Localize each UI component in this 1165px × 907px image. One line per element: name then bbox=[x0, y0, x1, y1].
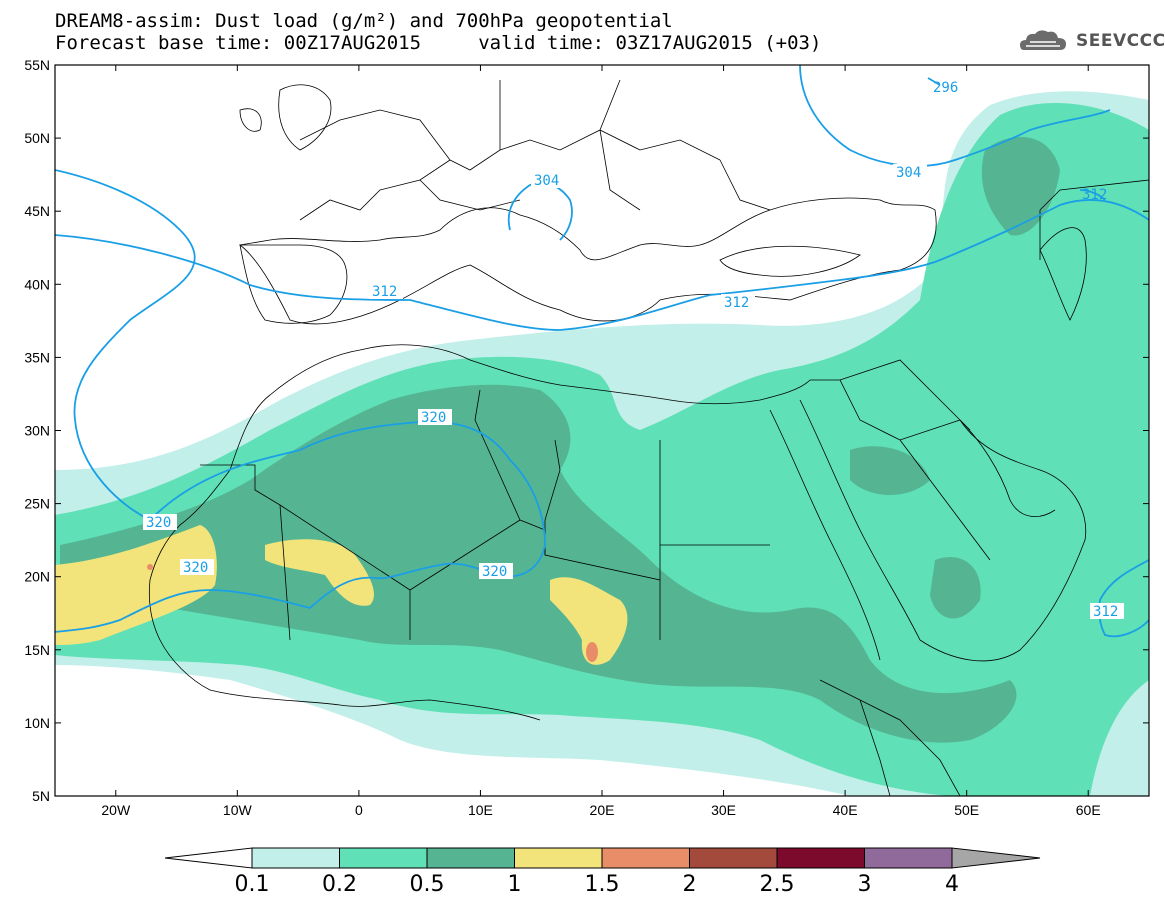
dust-level-1-west bbox=[55, 525, 217, 645]
dust-level-1-sahara bbox=[265, 539, 375, 606]
map-title: DREAM8-assim: Dust load (g/m²) and 700hP… bbox=[55, 10, 673, 32]
colorbar-label: 2.5 bbox=[760, 872, 795, 897]
colorbar-swatch bbox=[426, 847, 515, 869]
dust-level-0.5 bbox=[60, 384, 1017, 743]
lon-tick-label: 30E bbox=[711, 802, 736, 818]
contour-label-296: 296 bbox=[933, 80, 958, 96]
contour-label-312-east: 312 bbox=[1093, 604, 1118, 620]
colorbar-swatch bbox=[339, 847, 428, 869]
forecast-time-subtitle: Forecast base time: 00Z17AUG2015 valid t… bbox=[55, 32, 822, 54]
lat-tick-label: 25N bbox=[24, 496, 50, 512]
contour-label-312-west: 312 bbox=[372, 284, 397, 300]
colorbar-swatch bbox=[864, 847, 953, 869]
lat-tick-label: 5N bbox=[32, 788, 50, 804]
arabian-coast bbox=[919, 419, 1087, 662]
dust-level-0.5-east bbox=[981, 136, 1060, 236]
lat-tick-label: 35N bbox=[24, 349, 50, 365]
contour-296 bbox=[927, 77, 941, 86]
caspian-sea bbox=[1039, 227, 1087, 321]
contour-312-west bbox=[55, 199, 1149, 331]
coastline-europe bbox=[239, 197, 937, 325]
colorbar-label: 1 bbox=[508, 872, 522, 897]
dust-level-1.5-spot bbox=[586, 642, 598, 662]
black-sea bbox=[719, 245, 861, 277]
latitude-ticks: 55N 50N 45N 40N 35N 30N 25N 20N 15N 10N 5N bbox=[24, 57, 1149, 804]
contour-label-320-central: 320 bbox=[482, 564, 507, 580]
lat-tick-label: 55N bbox=[24, 57, 50, 73]
contour-label-304-central: 304 bbox=[534, 173, 559, 189]
lon-tick-label: 0 bbox=[355, 802, 363, 818]
colorbar-label: 1.5 bbox=[585, 872, 620, 897]
dust-level-1-chad bbox=[550, 577, 628, 665]
contour-label-320-west: 320 bbox=[146, 515, 171, 531]
lat-tick-label: 15N bbox=[24, 642, 50, 658]
colorbar-label: 0.2 bbox=[322, 872, 357, 897]
colorbar-label: 2 bbox=[683, 872, 697, 897]
dust-level-0.5-arabia bbox=[850, 446, 981, 619]
dust-level-1.5-spot-west bbox=[147, 564, 153, 570]
persian-gulf bbox=[959, 419, 1056, 517]
colorbar-swatch bbox=[601, 847, 690, 869]
lon-tick-label: 60E bbox=[1076, 802, 1101, 818]
longitude-ticks: 20W 10W 0 10E 20E 30E 40E 50E 60E bbox=[101, 65, 1101, 818]
border-sahara-1 bbox=[200, 389, 661, 641]
contour-label-304-east: 304 bbox=[896, 165, 921, 181]
contour-312-caspian bbox=[1079, 189, 1106, 201]
border-middle-east bbox=[810, 179, 1149, 561]
contour-label-312-caspian: 312 bbox=[1082, 187, 1107, 203]
coastline-africa-north bbox=[229, 344, 811, 471]
lat-tick-label: 45N bbox=[24, 203, 50, 219]
border-east-africa bbox=[819, 679, 961, 796]
colorbar-over-arrow bbox=[951, 847, 1041, 869]
lat-tick-label: 40N bbox=[24, 276, 50, 292]
lat-tick-label: 30N bbox=[24, 423, 50, 439]
contour-label-320-north: 320 bbox=[421, 410, 446, 426]
colorbar-under-arrow bbox=[164, 847, 253, 869]
coastline-britain bbox=[239, 84, 332, 151]
contour-304-central bbox=[507, 182, 573, 241]
lon-tick-label: 10E bbox=[468, 802, 493, 818]
colorbar-swatch bbox=[251, 847, 340, 869]
contour-labels: 296 304 304 312 312 312 312 320 320 320 … bbox=[143, 80, 1124, 620]
coastline-africa-west bbox=[148, 469, 541, 721]
lon-tick-label: 50E bbox=[954, 802, 979, 818]
contour-320-west bbox=[55, 169, 546, 633]
contour-label-312-central: 312 bbox=[724, 295, 749, 311]
colorbar-swatch bbox=[514, 847, 603, 869]
lon-tick-label: 10W bbox=[223, 802, 253, 818]
red-sea bbox=[769, 399, 921, 661]
colorbar-label: 0.1 bbox=[235, 872, 270, 897]
lat-tick-label: 10N bbox=[24, 715, 50, 731]
lon-tick-label: 40E bbox=[833, 802, 858, 818]
colorbar-swatch bbox=[776, 847, 865, 869]
colorbar-label: 0.5 bbox=[410, 872, 445, 897]
lon-tick-label: 20W bbox=[101, 802, 131, 818]
dust-field bbox=[55, 91, 1149, 796]
lon-tick-label: 20E bbox=[590, 802, 615, 818]
lat-tick-label: 20N bbox=[24, 569, 50, 585]
logo-text: SEEVCCC bbox=[1076, 31, 1165, 51]
contour-304-east bbox=[799, 65, 1111, 167]
colorbar: 0.1 0.2 0.5 1 1.5 2 2.5 3 4 bbox=[164, 847, 1041, 897]
cloud-logo-icon bbox=[1020, 30, 1066, 50]
contour-label-320-coast: 320 bbox=[183, 560, 208, 576]
colorbar-label: 3 bbox=[858, 872, 872, 897]
coastline-iberia bbox=[239, 244, 348, 324]
colorbar-swatch bbox=[689, 847, 778, 869]
lat-tick-label: 50N bbox=[24, 130, 50, 146]
colorbar-label: 4 bbox=[945, 872, 959, 897]
border-europe bbox=[299, 79, 771, 221]
